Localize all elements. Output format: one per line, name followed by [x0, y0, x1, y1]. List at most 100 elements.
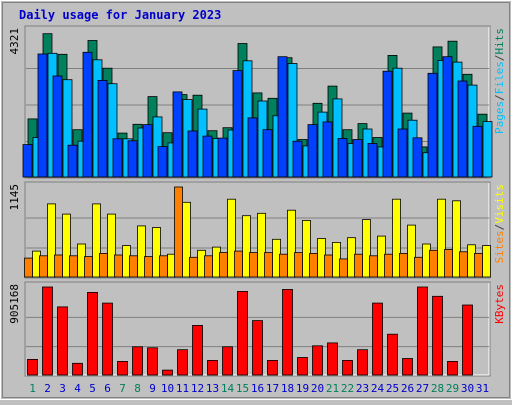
bar-sites-day-19: [294, 252, 303, 278]
bar-visits-day-8: [137, 225, 146, 278]
x-tick-label-day-7: 7: [119, 382, 126, 395]
x-tick-label-day-1: 1: [29, 382, 36, 395]
x-tick-label-day-16: 16: [251, 382, 264, 395]
bar-kbytes-day-9: [147, 347, 158, 376]
bar-sites-day-14: [219, 252, 228, 278]
bar-sites-day-5: [84, 256, 93, 278]
x-tick-label-day-18: 18: [281, 382, 294, 395]
y-max-label: 4321: [8, 28, 21, 55]
bar-kbytes-day-26: [402, 358, 413, 376]
bar-pages-day-14: [217, 137, 228, 178]
bar-sites-day-2: [39, 255, 48, 278]
x-tick-label-day-15: 15: [236, 382, 249, 395]
bar-sites-day-7: [114, 254, 123, 278]
bar-pages-day-21: [322, 121, 333, 178]
bar-files-day-21: [332, 98, 343, 178]
bar-kbytes-day-10: [162, 369, 173, 376]
bar-sites-day-10: [159, 255, 168, 278]
bar-visits-day-9: [152, 227, 161, 278]
bar-visits-day-15: [242, 215, 251, 278]
chart-title: Daily usage for January 2023: [19, 8, 221, 22]
bar-files-day-6: [107, 83, 118, 178]
bar-kbytes-day-6: [102, 302, 113, 376]
bar-visits-day-25: [392, 198, 401, 278]
bar-pages-day-31: [472, 125, 483, 178]
bar-visits-day-5: [92, 203, 101, 278]
x-tick-label-day-30: 30: [461, 382, 474, 395]
x-tick-label-day-19: 19: [296, 382, 309, 395]
bar-pages-day-5: [82, 51, 93, 178]
bar-sites-day-17: [264, 252, 273, 278]
bar-kbytes-day-5: [87, 291, 98, 376]
x-tick-label-day-4: 4: [74, 382, 81, 395]
bar-kbytes-day-19: [297, 357, 308, 376]
bar-pages-day-19: [292, 140, 303, 178]
bar-visits-day-18: [287, 209, 296, 278]
bar-sites-day-31: [474, 252, 483, 278]
bar-kbytes-day-17: [267, 359, 278, 376]
bar-pages-day-6: [97, 80, 108, 178]
x-tick-label-day-8: 8: [134, 382, 141, 395]
x-tick-label-day-10: 10: [161, 382, 174, 395]
bar-kbytes-day-16: [252, 320, 263, 376]
bar-pages-day-20: [307, 124, 318, 178]
bar-sites-day-27: [414, 256, 423, 278]
x-tick-label-day-12: 12: [191, 382, 204, 395]
bar-visits-day-23: [362, 219, 371, 278]
bar-sites-day-3: [54, 254, 63, 278]
x-tick-label-day-24: 24: [371, 382, 385, 395]
bar-kbytes-day-11: [177, 349, 188, 376]
bar-sites-day-25: [384, 253, 393, 278]
bar-sites-day-20: [309, 252, 318, 278]
x-tick-label-day-5: 5: [89, 382, 96, 395]
bar-pages-day-23: [352, 139, 363, 178]
legend-entry: /: [493, 94, 506, 101]
x-tick-label-day-6: 6: [104, 382, 111, 395]
x-tick-label-day-27: 27: [416, 382, 429, 395]
x-tick-label-day-2: 2: [44, 382, 51, 395]
bar-kbytes-day-13: [207, 359, 218, 376]
x-tick-label-day-20: 20: [311, 382, 324, 395]
legend-entry: Hits: [493, 28, 506, 55]
bar-pages-day-18: [277, 56, 288, 178]
bar-pages-day-9: [142, 124, 153, 178]
panel-visits-sites: 1145 Sites/Visits: [8, 181, 506, 279]
bar-pages-day-3: [52, 75, 63, 178]
bar-kbytes-day-4: [72, 362, 83, 376]
bar-pages-day-8: [127, 140, 138, 178]
bar-kbytes-day-7: [117, 360, 128, 376]
outer-border-shadow: [2, 2, 510, 398]
bar-kbytes-day-27: [417, 286, 428, 376]
legend-entry: /: [493, 55, 506, 62]
bar-kbytes-day-20: [312, 345, 323, 376]
bar-visits-day-16: [257, 212, 266, 278]
bar-sites-day-26: [399, 252, 408, 278]
x-tick-label-day-11: 11: [176, 382, 189, 395]
legend-entry: Pages: [493, 101, 506, 134]
bar-kbytes-day-29: [447, 360, 458, 376]
bar-pages-day-27: [412, 137, 423, 178]
bar-pages-day-17: [262, 129, 273, 178]
bar-kbytes-day-21: [327, 342, 338, 376]
legend-entry: Sites: [493, 230, 506, 263]
bar-sites-day-18: [279, 253, 288, 278]
bar-kbytes-day-12: [192, 324, 203, 376]
x-tick-label-day-13: 13: [206, 382, 219, 395]
bar-kbytes-day-23: [357, 349, 368, 376]
bar-kbytes-day-14: [222, 346, 233, 376]
x-tick-label-day-22: 22: [341, 382, 354, 395]
bar-sites-day-1: [24, 257, 33, 278]
bar-sites-day-28: [429, 249, 438, 278]
bar-pages-day-25: [382, 70, 393, 178]
x-tick-label-day-26: 26: [401, 382, 414, 395]
bar-kbytes-day-25: [387, 333, 398, 376]
bar-pages-day-16: [247, 117, 258, 178]
bar-pages-day-2: [37, 53, 48, 178]
bar-pages-day-1: [22, 144, 33, 178]
bar-pages-day-24: [367, 143, 378, 178]
bar-pages-day-22: [337, 138, 348, 178]
bar-visits-day-2: [47, 203, 56, 278]
